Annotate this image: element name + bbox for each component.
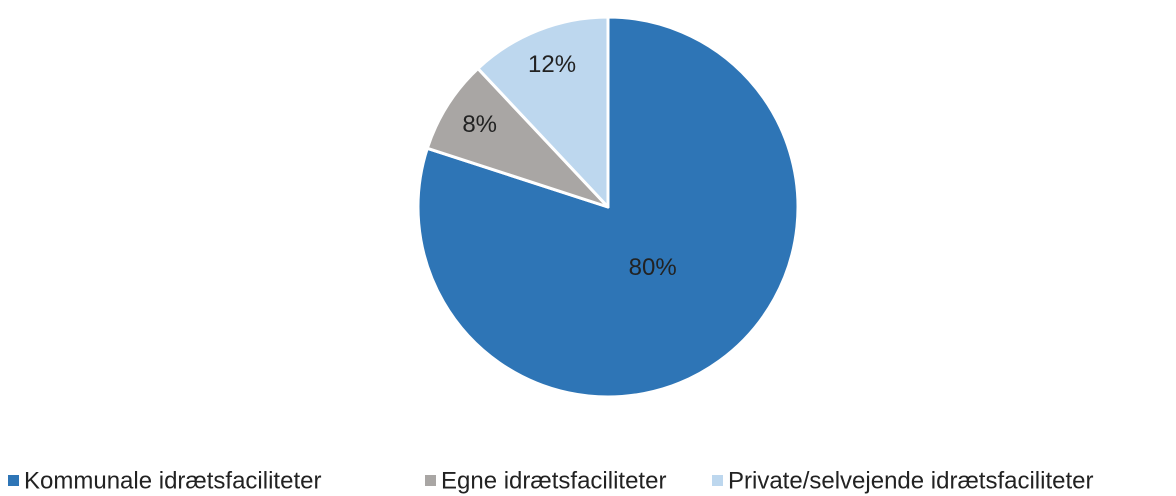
- pie-slice: [416, 15, 800, 399]
- legend-label: Private/selvejende idrætsfaciliteter: [728, 467, 1094, 494]
- legend-swatch: [712, 475, 723, 486]
- data-label: 12%: [528, 51, 576, 78]
- legend-swatch: [425, 475, 436, 486]
- data-label: 80%: [629, 254, 677, 281]
- legend-label: Egne idrætsfaciliteter: [441, 467, 666, 494]
- pie-slice: [476, 15, 610, 209]
- legend-swatch: [8, 475, 19, 486]
- data-label: 8%: [462, 111, 497, 138]
- legend-label: Kommunale idrætsfaciliteter: [24, 467, 321, 494]
- pie-slice: [425, 66, 610, 209]
